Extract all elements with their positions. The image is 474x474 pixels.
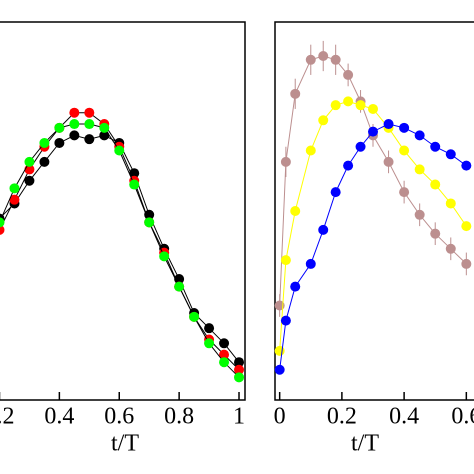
series-line [0, 134, 240, 363]
series-line [0, 123, 240, 378]
x-axis-label: t/T [351, 431, 379, 457]
data-point [414, 130, 425, 141]
data-point [280, 315, 291, 326]
data-point [383, 156, 394, 167]
x-tick-label: 0.6 [104, 404, 134, 430]
data-point [189, 311, 200, 322]
data-point [144, 217, 155, 228]
data-point [399, 122, 410, 133]
data-point [318, 51, 329, 62]
right-frame [274, 21, 474, 401]
data-point [234, 364, 245, 375]
data-point [0, 217, 5, 228]
x-tick-label: 0.4 [44, 404, 74, 430]
data-point [414, 209, 425, 220]
data-point [234, 357, 245, 368]
data-point [368, 103, 378, 114]
data-point [280, 255, 291, 266]
data-point [99, 122, 110, 133]
x-tick-label: 0.4 [389, 404, 419, 430]
data-point [9, 183, 20, 194]
data-point [290, 206, 301, 216]
data-point [219, 357, 230, 368]
data-point [330, 100, 341, 111]
data-point [54, 122, 65, 133]
data-point [84, 107, 95, 118]
data-point [274, 345, 285, 356]
x-tick-label: 0.8 [164, 404, 194, 430]
data-point [343, 69, 354, 80]
data-point [343, 96, 354, 107]
data-point [54, 137, 65, 148]
data-point [69, 130, 80, 141]
data-point [305, 145, 316, 156]
data-point [430, 228, 441, 239]
data-point [414, 164, 425, 175]
data-point [430, 179, 441, 190]
data-point [280, 156, 291, 167]
x-tick-label: 1 [233, 404, 245, 430]
data-point [99, 130, 110, 141]
data-point [343, 160, 354, 171]
data-point [318, 115, 329, 126]
data-point [274, 364, 285, 375]
data-point [174, 281, 185, 292]
data-point [234, 372, 245, 383]
x-tick-label: 0.6 [451, 404, 474, 430]
data-point [39, 156, 50, 167]
data-point [368, 126, 378, 137]
data-point [355, 141, 366, 152]
data-point [204, 323, 215, 334]
data-point [399, 145, 410, 156]
data-point [159, 251, 170, 262]
data-point [399, 187, 410, 198]
data-point [430, 141, 441, 152]
data-point [24, 156, 35, 167]
data-point [290, 281, 301, 292]
data-point [461, 221, 472, 232]
data-point [290, 88, 301, 99]
x-axis-label: t/T [111, 431, 139, 457]
data-point [445, 243, 456, 254]
data-point [445, 198, 456, 209]
data-point [219, 338, 230, 349]
data-point [383, 119, 394, 130]
data-point [84, 134, 95, 145]
data-point [305, 54, 316, 65]
data-point [69, 119, 80, 130]
x-tick-label: 0.2 [327, 404, 357, 430]
data-point [355, 100, 366, 111]
data-point [114, 145, 125, 156]
data-point [461, 160, 472, 171]
data-point [0, 224, 5, 235]
data-point [219, 349, 230, 360]
data-point [445, 149, 456, 160]
x-tick-label: 0.2 [0, 404, 14, 430]
data-point [84, 119, 95, 130]
data-point [318, 224, 329, 235]
data-point [69, 107, 80, 118]
data-point [9, 194, 20, 205]
data-point [305, 258, 316, 269]
data-point [129, 179, 140, 190]
data-point [24, 175, 35, 186]
data-point [461, 258, 472, 269]
data-point [204, 338, 215, 349]
data-point [39, 137, 50, 148]
data-point [330, 54, 341, 65]
data-point [330, 187, 341, 198]
x-tick-label: 0 [274, 404, 286, 430]
